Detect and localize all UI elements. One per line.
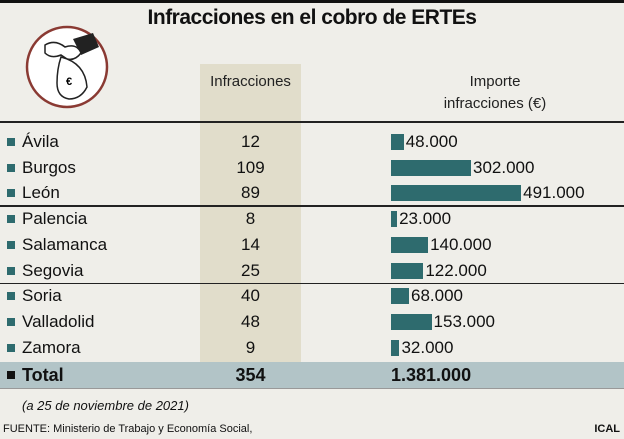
province-name: Burgos: [22, 157, 76, 177]
importe-bar: [391, 159, 472, 176]
province-name: Soria: [22, 286, 62, 306]
table-row: Ávila 12 48.000: [0, 129, 624, 154]
row-marker-icon: [7, 189, 15, 198]
table-row: Valladolid 48 153.000: [0, 309, 624, 334]
row-marker-icon: [7, 215, 15, 224]
total-importe: 1.381.000: [391, 365, 472, 385]
province-name: Palencia: [22, 209, 88, 229]
row-marker-icon: [7, 317, 15, 326]
province-name: Salamanca: [22, 234, 108, 254]
row-marker-icon: [7, 138, 15, 146]
infracciones-value: 9: [245, 337, 256, 357]
infracciones-value: 48: [241, 311, 260, 331]
header-importe-2: infracciones (€): [443, 95, 547, 112]
table-row: Palencia 8 23.000: [0, 206, 624, 231]
importe-bar: [391, 134, 404, 150]
table-row: León 89 491.000: [0, 180, 624, 205]
province-name: Ávila: [22, 132, 59, 151]
group-rule: [0, 282, 624, 284]
svg-text:€: €: [66, 76, 72, 88]
source: FUENTE: Ministerio de Trabajo y Economía…: [3, 423, 253, 435]
infracciones-value: 89: [241, 183, 260, 203]
table-row: Burgos 109 302.000: [0, 155, 624, 180]
importe-label: 122.000: [425, 260, 487, 280]
table-row: Zamora 9 32.000: [0, 335, 624, 360]
importe-label: 140.000: [430, 234, 492, 254]
header-infracciones: Infracciones: [210, 73, 291, 90]
header-rule: [0, 121, 624, 123]
top-rule: [0, 0, 624, 3]
table-row: Segovia 25 122.000: [0, 258, 624, 283]
money-bag-icon: €: [25, 25, 109, 109]
row-marker-icon: [7, 266, 15, 275]
importe-label: 68.000: [411, 286, 464, 306]
header-importe-1: Importe: [469, 73, 521, 90]
total-marker-icon: [7, 371, 15, 379]
infracciones-value: 8: [245, 209, 256, 229]
row-marker-icon: [7, 163, 15, 172]
date-note: (a 25 de noviembre de 2021): [22, 398, 189, 413]
province-name: Valladolid: [22, 311, 95, 331]
row-marker-icon: [7, 343, 15, 352]
importe-bar: [391, 339, 400, 356]
infracciones-value: 25: [241, 260, 260, 280]
province-name: Zamora: [22, 337, 81, 357]
total-label: Total: [22, 365, 64, 385]
chart-title: Infracciones en el cobro de ERTEs: [147, 6, 477, 29]
infracciones-value: 14: [241, 234, 260, 254]
importe-bar: [391, 211, 398, 228]
importe-label: 491.000: [523, 183, 585, 203]
infracciones-value: 12: [241, 132, 260, 151]
row-marker-icon: [7, 292, 15, 301]
importe-bar: [391, 313, 432, 330]
importe-label: 153.000: [433, 311, 495, 331]
importe-bar: [391, 262, 424, 279]
importe-label: 32.000: [401, 337, 454, 357]
table-row: Soria 40 68.000: [0, 283, 624, 308]
importe-bar: [391, 185, 522, 202]
importe-label: 302.000: [473, 157, 535, 177]
importe-label: 23.000: [399, 209, 452, 229]
importe-bar: [391, 288, 410, 305]
infracciones-value: 40: [241, 286, 260, 306]
importe-bar: [391, 236, 429, 253]
total-rule: [0, 388, 624, 389]
group-rule: [0, 205, 624, 207]
total-row: Total 354 1.381.000: [0, 362, 624, 388]
total-infracciones: 354: [235, 365, 266, 385]
row-marker-icon: [7, 240, 15, 249]
infracciones-value: 109: [236, 157, 265, 177]
agency: ICAL: [594, 423, 620, 435]
table-row: Salamanca 14 140.000: [0, 232, 624, 257]
infracciones-column-bg: [200, 64, 301, 362]
province-name: León: [22, 183, 60, 203]
province-name: Segovia: [22, 260, 84, 280]
importe-label: 48.000: [405, 132, 458, 151]
